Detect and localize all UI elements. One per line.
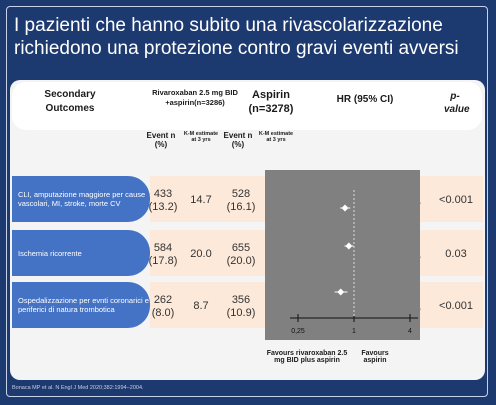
subheader: Event n (%)	[223, 131, 253, 149]
riva-km: 14.7	[190, 194, 212, 206]
riva-km: 8.7	[193, 300, 209, 312]
asp-n: 356 (10.9)	[226, 294, 256, 319]
title: I pazienti che hanno subito una rivascol…	[14, 14, 459, 60]
asp-n: 655 (20.0)	[226, 242, 256, 267]
title-line: richiedono una protezione contro gravi e…	[14, 38, 459, 59]
row-label: CLI, amputazione maggiore per cause vasc…	[12, 176, 150, 222]
subheader: Event n (%)	[146, 131, 176, 149]
header-aspirin: Aspirin (n=3278)	[248, 89, 294, 115]
p-value: <0.001	[439, 300, 473, 312]
riva-n: 262 (8.0)	[151, 294, 175, 319]
title-line: I pazienti che hanno subito una rivascol…	[14, 15, 443, 36]
favours-right: Favours aspirin	[361, 350, 389, 364]
hr-point	[337, 288, 345, 296]
hr-point	[345, 242, 353, 250]
tick-label: 1	[352, 328, 356, 335]
forest-panel	[265, 170, 420, 340]
p-value: 0.03	[445, 248, 467, 260]
riva-n: 584 (17.8)	[148, 242, 178, 267]
row-label: Ischemia ricorrente	[12, 230, 150, 276]
riva-n: 433 (13.2)	[148, 188, 178, 213]
subheader: K-M estimate at 3 yrs	[183, 131, 219, 143]
tick-label: 4	[408, 328, 412, 335]
table-header	[12, 82, 482, 130]
hr-point	[341, 204, 349, 212]
header-rivaroxaban: Rivaroxaban 2.5 mg BID +aspirin(n=3286)	[152, 88, 238, 107]
footer: Bonaca MP et al. N Engl J Med 2020;382:1…	[12, 385, 144, 391]
row-label: Ospedalizzazione per evnti coronarici e …	[12, 282, 150, 328]
header-outcomes: Secondary Outcomes	[44, 89, 96, 114]
frame	[6, 6, 488, 397]
asp-n: 528 (16.1)	[226, 188, 256, 213]
p-value: <0.001	[439, 194, 473, 206]
subheader: K-M estimate at 3 yrs	[258, 131, 294, 143]
header-p: p-value	[444, 91, 470, 115]
header-hr: HR (95% CI)	[336, 94, 394, 105]
riva-km: 20.0	[190, 248, 212, 260]
tick-label: 0,25	[291, 328, 305, 335]
favours-left: Favours rivaroxaban 2.5 mg BID plus aspi…	[266, 350, 348, 364]
